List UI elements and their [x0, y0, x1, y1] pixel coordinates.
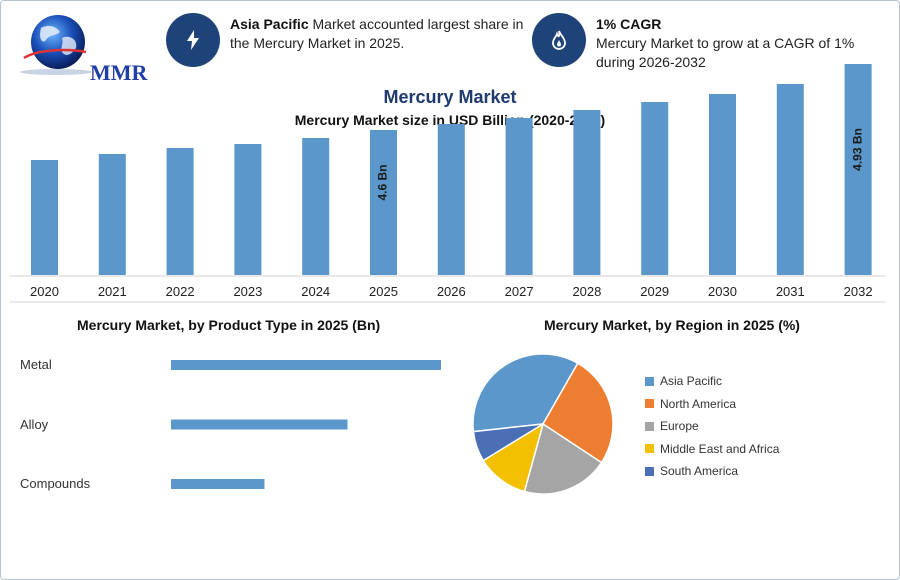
x-tick-label: 2028 — [572, 284, 601, 299]
legend-label: Middle East and Africa — [660, 441, 780, 456]
logo-text: MMR — [90, 60, 148, 85]
legend-item: North America — [645, 393, 779, 416]
x-tick-label: 2023 — [233, 284, 262, 299]
bar-2024 — [302, 138, 330, 275]
legend-swatch — [645, 444, 654, 454]
bar-data-label: 4.93 Bn — [850, 128, 864, 171]
legend-label: North America — [660, 396, 737, 411]
x-tick-label: 2032 — [844, 284, 873, 299]
bar-2030 — [709, 94, 736, 275]
mmr-logo: MMR — [16, 14, 147, 85]
kpi-2-text: Mercury Market to grow at a CAGR of 1% d… — [596, 35, 855, 70]
product-label-compounds: Compounds — [20, 476, 91, 491]
legend-item: Middle East and Africa — [645, 438, 779, 461]
x-tick-label: 2027 — [505, 284, 534, 299]
legend-item: South America — [645, 460, 779, 483]
kpi-circle-1 — [166, 13, 220, 67]
bar-2031 — [776, 84, 804, 275]
kpi-2-bold: 1% CAGR — [596, 16, 662, 32]
x-tick-label: 2026 — [437, 284, 466, 299]
legend-swatch — [645, 421, 654, 431]
product-label-alloy: Alloy — [20, 416, 49, 432]
x-tick-label: 2025 — [369, 284, 398, 299]
legend-label: South America — [660, 464, 739, 479]
legend-swatch — [645, 376, 654, 386]
kpi-1-text: Market accounted largest share in the Me… — [230, 16, 524, 51]
lightning-icon — [187, 30, 199, 50]
bar-2028 — [573, 110, 601, 275]
legend-label: Europe — [660, 419, 699, 434]
x-tick-label: 2031 — [776, 284, 805, 299]
bar-data-label: 4.6 Bn — [376, 164, 390, 200]
legend-swatch — [645, 399, 654, 409]
market-size-bar-chart: 2020 2021 2022 2023 2024 2025 4.6 Bn 2026 2027 20… — [10, 64, 885, 303]
x-tick-label: 2021 — [98, 284, 127, 299]
bar-2027 — [505, 118, 533, 275]
kpi-circle-2 — [532, 13, 586, 67]
bar-2023 — [234, 144, 262, 275]
x-tick-label: 2024 — [301, 284, 330, 299]
globe-icon — [20, 15, 92, 75]
bar-2026 — [437, 124, 465, 275]
x-tick-label: 2030 — [708, 284, 737, 299]
x-tick-label: 2022 — [166, 284, 195, 299]
legend-label: Asia Pacific — [660, 374, 723, 389]
legend-item: Asia Pacific — [645, 370, 779, 393]
bar-2032 — [844, 64, 872, 275]
x-tick-label: 2029 — [640, 284, 669, 299]
kpi-text-1: Asia Pacific Market accounted largest sh… — [230, 15, 525, 53]
x-tick-label: 2020 — [30, 284, 59, 299]
growth-flame-icon — [552, 30, 566, 50]
legend-swatch — [645, 466, 654, 476]
bar-2022 — [166, 148, 194, 275]
product-label-metal: Metal — [20, 357, 52, 372]
bar-2025 — [370, 130, 397, 275]
bar-2029 — [641, 102, 669, 275]
product-chart-title: Mercury Market, by Product Type in 2025 … — [77, 317, 381, 333]
page-title: Mercury Market — [383, 87, 517, 107]
legend-item: Europe — [645, 415, 779, 438]
bar-2020 — [31, 160, 58, 275]
bar-2021 — [98, 154, 126, 275]
pie-chart-title: Mercury Market, by Region in 2025 (%) — [544, 317, 800, 333]
kpi-text-2: 1% CAGR Mercury Market to grow at a CAGR … — [596, 15, 886, 72]
kpi-1-bold: Asia Pacific — [230, 16, 309, 32]
pie-legend: Asia Pacific North America Europe Middle Ea… — [645, 370, 779, 483]
